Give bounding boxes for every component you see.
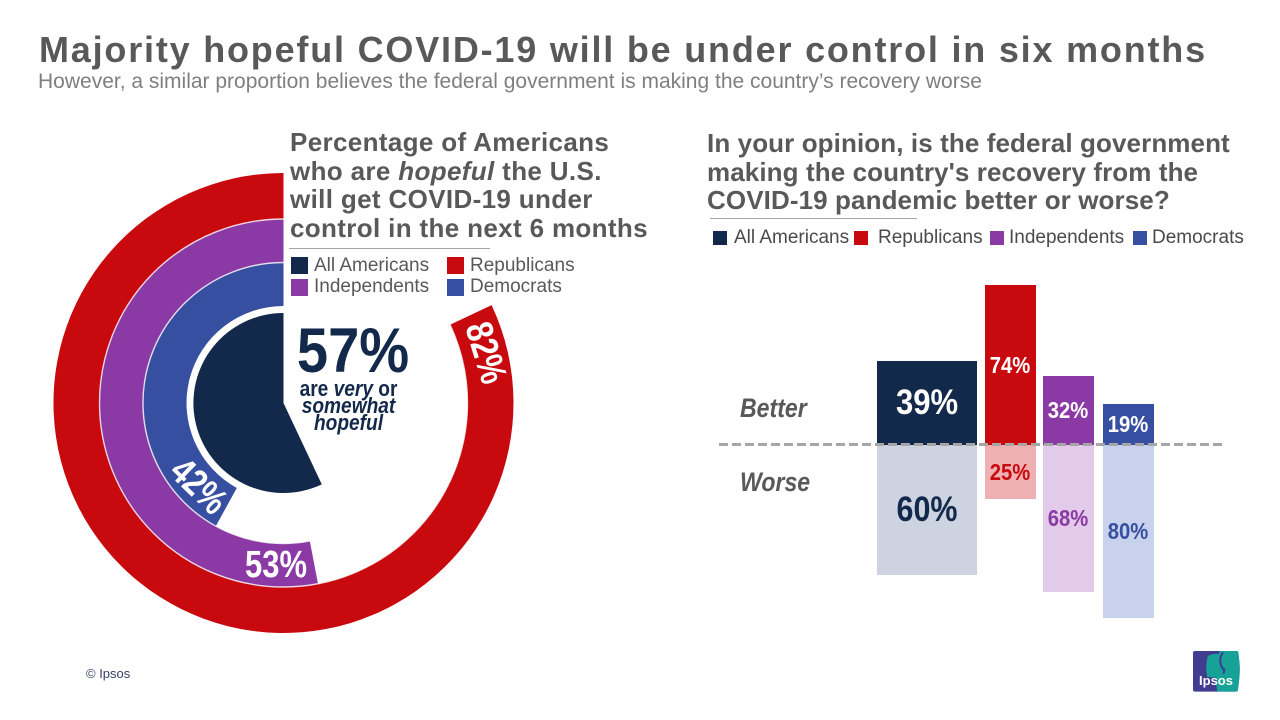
svg-text:Ipsos: Ipsos <box>1199 673 1233 688</box>
svg-text:53%: 53% <box>245 544 307 586</box>
